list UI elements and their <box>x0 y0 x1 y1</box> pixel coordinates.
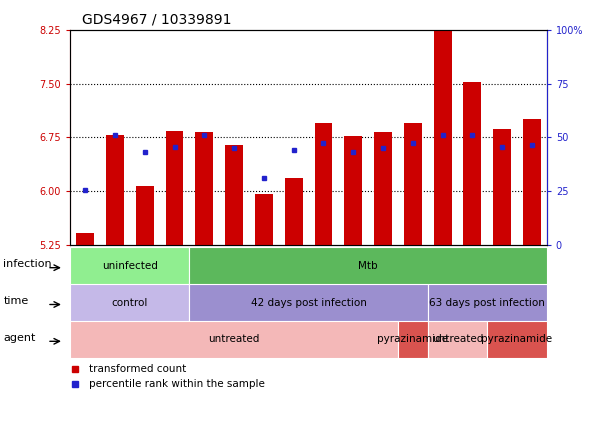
Bar <box>76 233 94 245</box>
Bar <box>404 123 422 245</box>
Text: Mtb: Mtb <box>358 261 378 271</box>
Text: GDS4967 / 10339891: GDS4967 / 10339891 <box>82 13 232 27</box>
Bar <box>428 321 488 358</box>
Text: transformed count: transformed count <box>89 365 186 374</box>
Bar <box>315 123 332 245</box>
Bar <box>523 120 541 245</box>
Text: infection: infection <box>4 259 52 269</box>
Bar <box>166 131 183 245</box>
Text: pyrazinamide: pyrazinamide <box>481 335 552 344</box>
Bar <box>136 186 154 245</box>
Bar <box>345 136 362 245</box>
Text: 63 days post infection: 63 days post infection <box>430 298 545 308</box>
Bar <box>285 179 302 245</box>
Bar <box>374 132 392 245</box>
Bar <box>398 321 428 358</box>
Bar <box>189 284 428 321</box>
Bar <box>493 129 511 245</box>
Bar <box>70 284 189 321</box>
Bar <box>488 321 547 358</box>
Text: untreated: untreated <box>208 335 260 344</box>
Text: uninfected: uninfected <box>102 261 158 271</box>
Text: time: time <box>4 296 29 306</box>
Text: control: control <box>112 298 148 308</box>
Text: pyrazinamide: pyrazinamide <box>377 335 448 344</box>
Text: untreated: untreated <box>432 335 483 344</box>
Bar <box>428 284 547 321</box>
Bar <box>463 82 481 245</box>
Bar <box>189 247 547 284</box>
Bar <box>255 194 273 245</box>
Bar <box>434 17 452 245</box>
Bar <box>106 135 124 245</box>
Text: percentile rank within the sample: percentile rank within the sample <box>89 379 265 389</box>
Text: agent: agent <box>4 332 35 343</box>
Text: 42 days post infection: 42 days post infection <box>251 298 367 308</box>
Bar <box>225 146 243 245</box>
Bar <box>70 321 398 358</box>
Bar <box>196 132 213 245</box>
Bar <box>70 247 189 284</box>
